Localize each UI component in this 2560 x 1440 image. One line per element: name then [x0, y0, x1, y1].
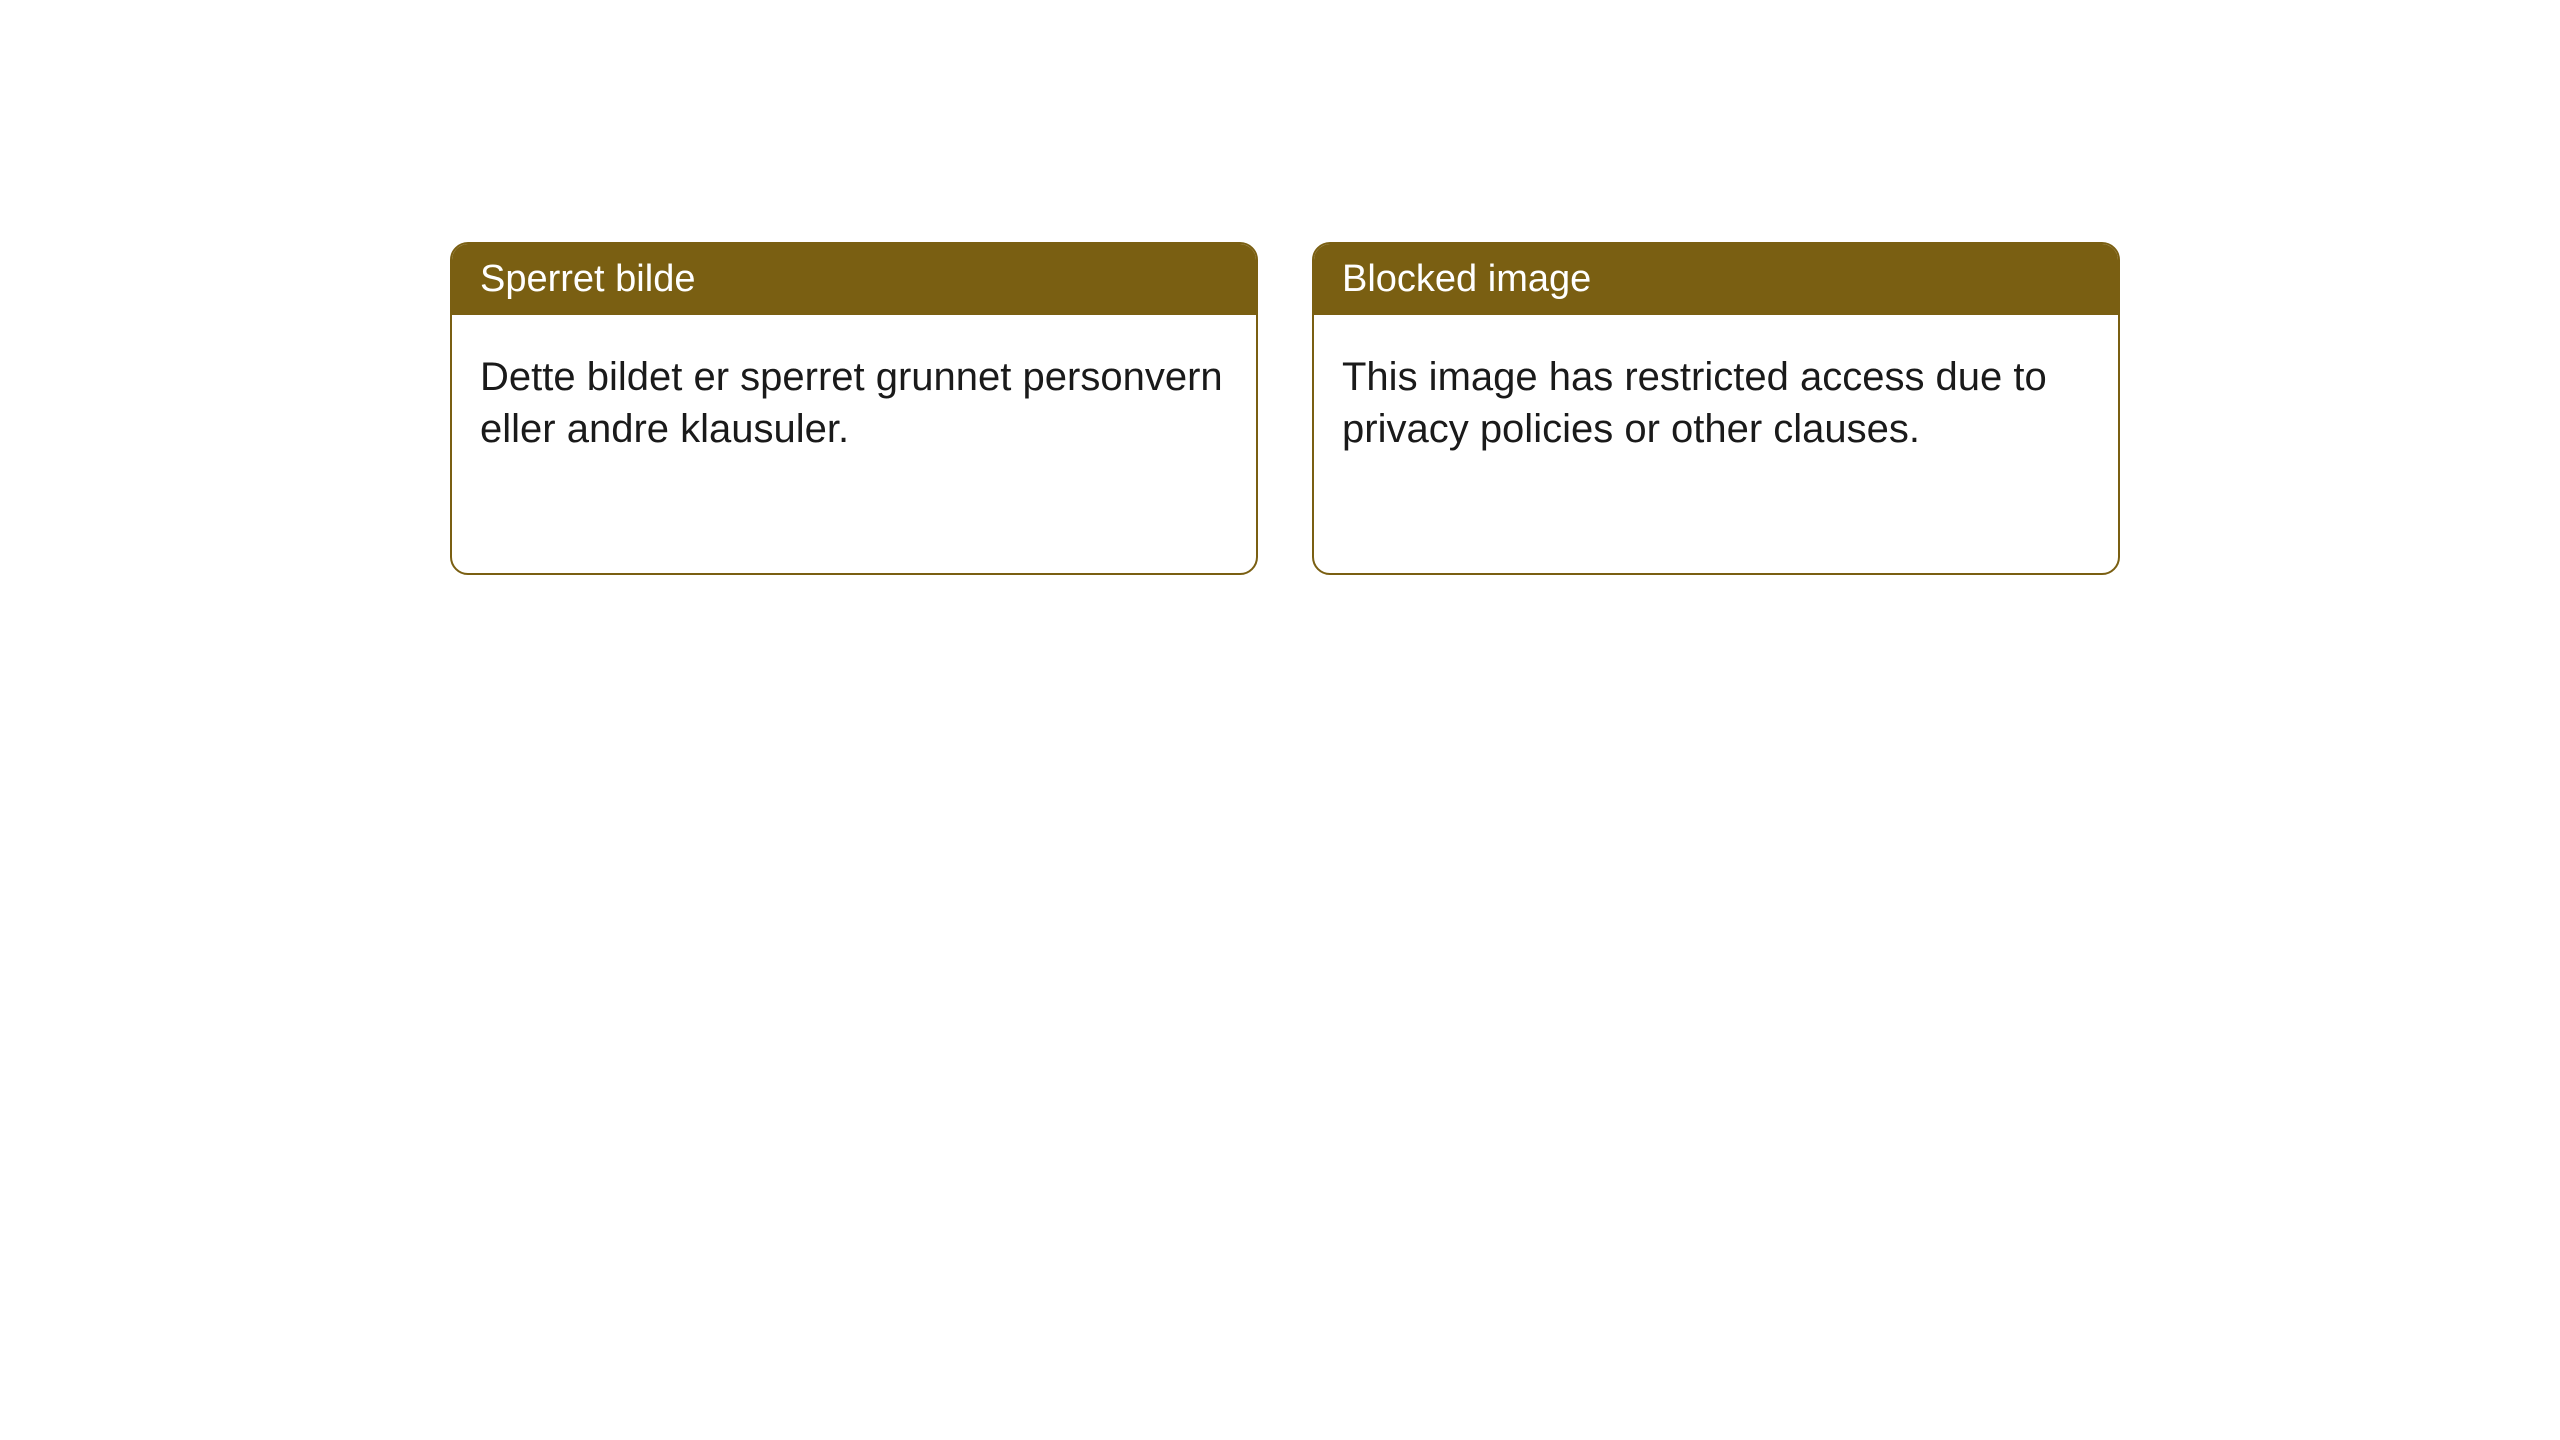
notice-body: This image has restricted access due to …: [1314, 315, 2118, 491]
notice-title: Blocked image: [1314, 244, 2118, 315]
notice-body: Dette bildet er sperret grunnet personve…: [452, 315, 1256, 491]
notice-card-container: Sperret bilde Dette bildet er sperret gr…: [450, 242, 2120, 575]
notice-title: Sperret bilde: [452, 244, 1256, 315]
notice-card-norwegian: Sperret bilde Dette bildet er sperret gr…: [450, 242, 1258, 575]
notice-card-english: Blocked image This image has restricted …: [1312, 242, 2120, 575]
